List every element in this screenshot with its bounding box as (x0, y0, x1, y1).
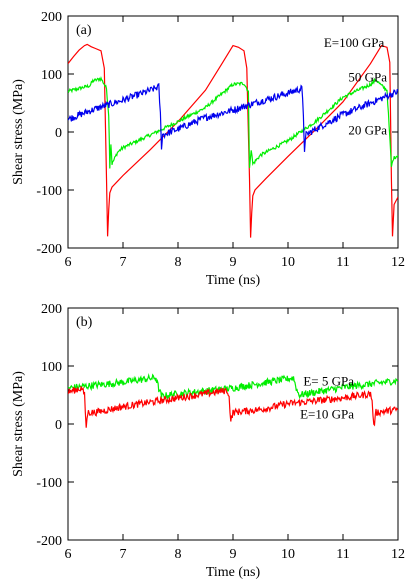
panel-a-y-axis-label: Shear stress (MPa) (11, 79, 26, 185)
panel-b-label: (b) (76, 315, 93, 330)
annotation-e50: 50 GPa (348, 69, 387, 84)
annotation-e10: E=10 GPa (300, 407, 354, 422)
panel-b-x-axis-label: Time (ns) (206, 565, 261, 580)
panel-b-plot-area (68, 373, 398, 428)
panel-a-plot-area (68, 43, 398, 238)
y-tick-label: -100 (36, 476, 62, 491)
panel-b-frame (67, 307, 399, 541)
series-line-50-gpa (68, 76, 398, 169)
x-tick-label: 12 (391, 547, 405, 562)
x-tick-label: 8 (175, 255, 182, 270)
y-tick-label: 0 (55, 126, 62, 141)
x-tick-label: 7 (120, 547, 127, 562)
x-tick-label: 6 (65, 547, 72, 562)
x-tick-label: 8 (175, 547, 182, 562)
annotation-e5: E= 5 GPa (303, 374, 354, 389)
annotation-e20: 20 GPa (348, 123, 387, 138)
series-line-e-10-gpa (68, 386, 398, 428)
y-tick-label: 100 (41, 360, 62, 375)
panel-a-x-axis-label: Time (ns) (206, 273, 261, 288)
x-tick-label: 9 (230, 255, 237, 270)
annotation-e100: E=100 GPa (324, 35, 385, 50)
x-tick-label: 6 (65, 255, 72, 270)
y-tick-label: -100 (36, 184, 62, 199)
panel-b-y-axis-label: Shear stress (MPa) (11, 371, 26, 477)
panel-b-ticks: 6 7 8 9 10 11 12 -200 -100 0 100 200 (36, 302, 405, 562)
x-tick-label: 11 (336, 255, 349, 270)
x-tick-label: 9 (230, 547, 237, 562)
x-tick-label: 7 (120, 255, 127, 270)
series-line-e-100-gpa (68, 43, 398, 238)
y-tick-label: 200 (41, 302, 62, 317)
x-tick-label: 10 (281, 255, 295, 270)
x-tick-label: 11 (336, 547, 349, 562)
y-tick-label: -200 (36, 534, 62, 549)
x-tick-label: 10 (281, 547, 295, 562)
panel-a-ticks: 6 7 8 9 10 11 12 -200 -100 0 100 200 (36, 10, 405, 270)
panel-b: 6 7 8 9 10 11 12 -200 -100 0 100 200 (b) E= 5 GPa E… (11, 302, 405, 580)
y-tick-label: 0 (55, 418, 62, 433)
series-line-20-gpa (68, 83, 398, 152)
panel-a-label: (a) (76, 23, 92, 38)
y-tick-label: 200 (41, 10, 62, 25)
x-tick-label: 12 (391, 255, 405, 270)
y-tick-label: -200 (36, 242, 62, 257)
series-line-e-5-gpa (68, 373, 398, 400)
y-tick-label: 100 (41, 68, 62, 83)
